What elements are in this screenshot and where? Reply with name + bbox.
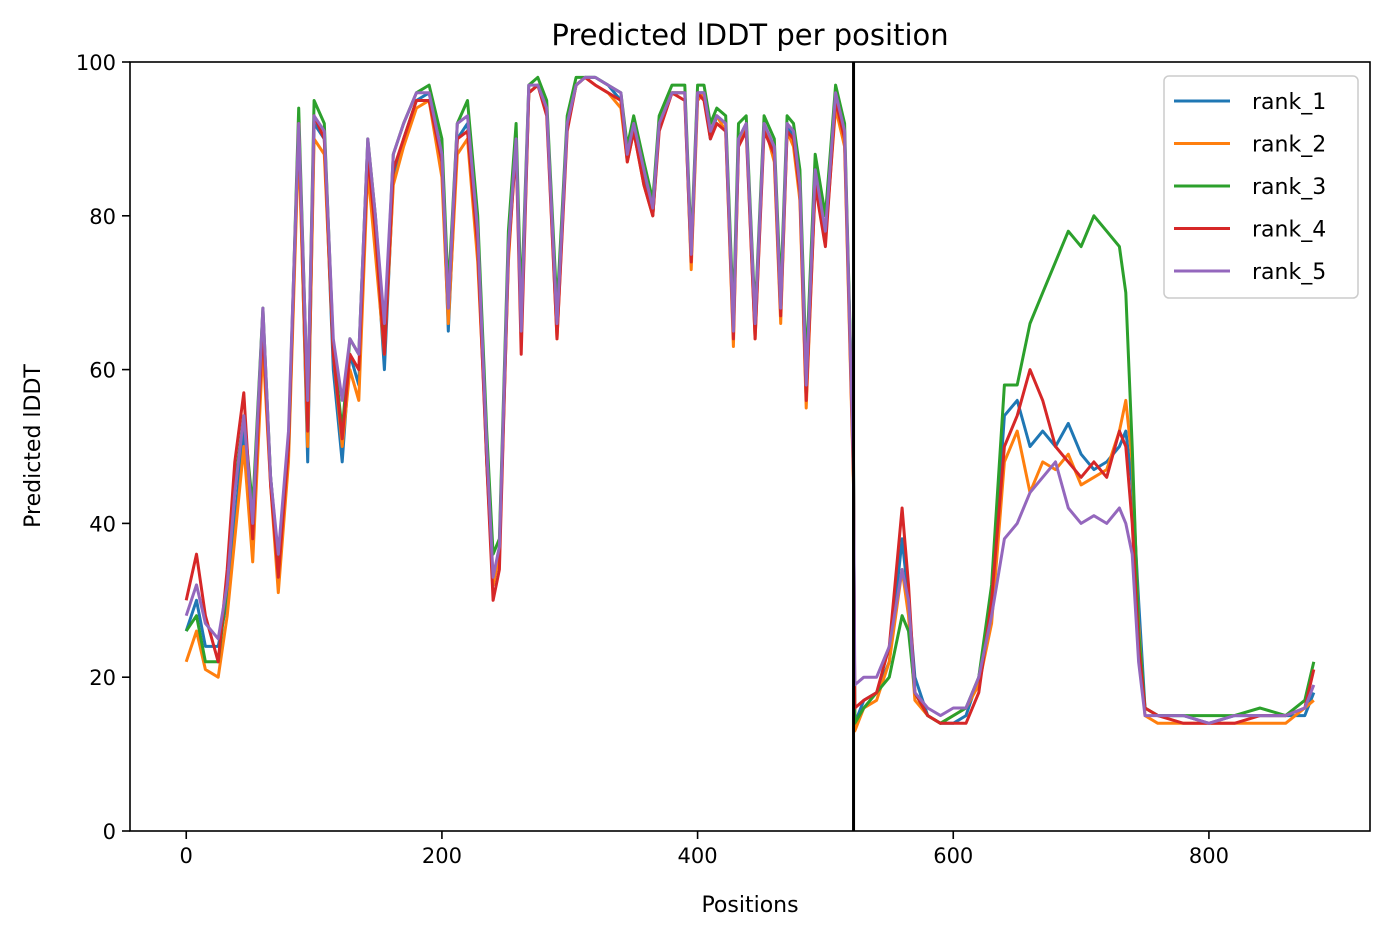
x-tick-label: 200 — [422, 844, 462, 868]
series-line-rank_2-chain-b — [852, 398, 1315, 733]
y-axis: 0 20 40 60 80 100 — [76, 51, 130, 844]
y-tick-label: 60 — [89, 359, 116, 383]
series-layer — [184, 75, 1316, 733]
y-tick-label: 40 — [89, 512, 116, 536]
legend: rank_1 rank_2 rank_3 rank_4 rank_5 — [1163, 75, 1359, 299]
y-tick-label: 80 — [89, 205, 116, 229]
x-tick-label: 600 — [933, 844, 973, 868]
legend-label-rank_1: rank_1 — [1252, 90, 1326, 115]
x-tick-label: 0 — [180, 844, 193, 868]
series-line-rank_3-chain-a — [184, 75, 855, 664]
series-line-rank_1-chain-a — [184, 75, 855, 648]
x-axis: 0 200 400 600 800 — [180, 831, 1229, 868]
series-line-rank_4-chain-b — [852, 368, 1316, 725]
series-line-rank_1-chain-b — [852, 398, 1316, 725]
series-line-rank_4-chain-a — [184, 75, 855, 664]
legend-label-rank_3: rank_3 — [1252, 175, 1326, 200]
chart-title: Predicted lDDT per position — [551, 18, 948, 52]
legend-box — [1163, 75, 1359, 299]
series-line-rank_5-chain-a — [184, 75, 855, 641]
y-axis-label: Predicted lDDT — [21, 364, 46, 528]
y-tick-label: 20 — [89, 666, 116, 690]
y-tick-label: 0 — [103, 820, 116, 844]
y-tick-label: 100 — [76, 51, 116, 75]
x-axis-label: Positions — [701, 893, 798, 918]
series-rank_5 — [184, 75, 1316, 725]
x-tick-label: 400 — [678, 844, 718, 868]
series-line-rank_5-chain-b — [852, 460, 1316, 725]
legend-label-rank_4: rank_4 — [1252, 218, 1326, 243]
x-tick-label: 800 — [1189, 844, 1229, 868]
plot-frame — [129, 61, 1371, 832]
legend-label-rank_2: rank_2 — [1252, 133, 1326, 158]
legend-label-rank_5: rank_5 — [1252, 260, 1326, 285]
series-rank_3 — [184, 75, 1316, 725]
series-line-rank_2-chain-a — [184, 75, 855, 679]
